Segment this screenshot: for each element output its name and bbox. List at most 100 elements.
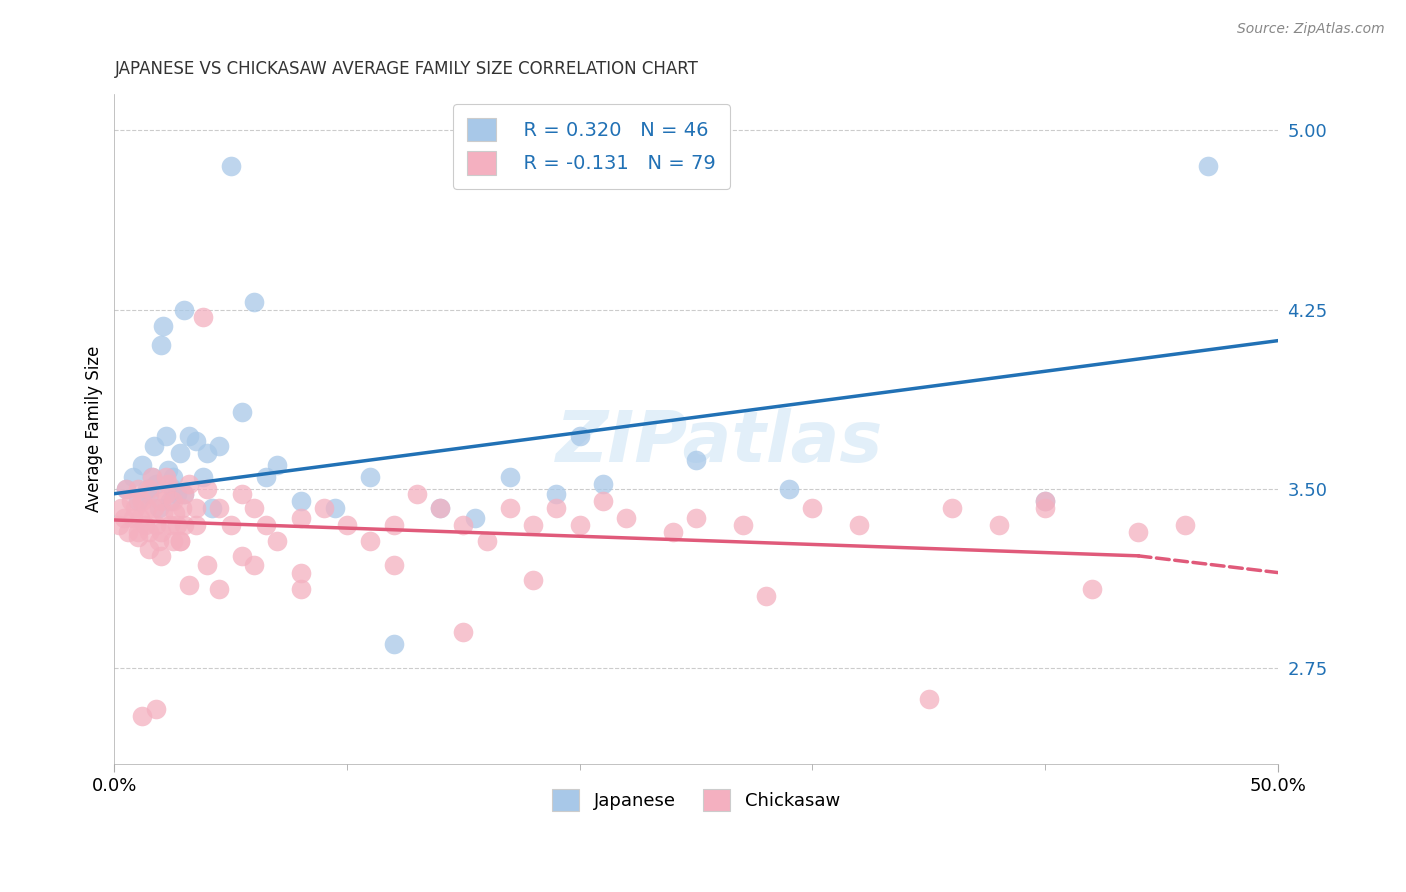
Point xyxy=(290,510,312,524)
Point xyxy=(156,477,179,491)
Point xyxy=(122,470,145,484)
Point xyxy=(143,439,166,453)
Point xyxy=(159,493,181,508)
Point xyxy=(115,482,138,496)
Point xyxy=(231,405,253,419)
Point xyxy=(208,501,231,516)
Point xyxy=(162,493,184,508)
Point xyxy=(173,517,195,532)
Point xyxy=(131,709,153,723)
Point xyxy=(145,517,167,532)
Point xyxy=(382,517,405,532)
Point xyxy=(231,486,253,500)
Point xyxy=(148,534,170,549)
Point xyxy=(918,692,941,706)
Point xyxy=(1080,582,1102,597)
Point xyxy=(184,517,207,532)
Legend: Japanese, Chickasaw: Japanese, Chickasaw xyxy=(541,778,851,822)
Point xyxy=(184,501,207,516)
Point xyxy=(522,517,544,532)
Point xyxy=(382,558,405,573)
Point xyxy=(173,486,195,500)
Point xyxy=(108,517,131,532)
Point xyxy=(499,470,522,484)
Point xyxy=(614,510,637,524)
Point xyxy=(152,506,174,520)
Point xyxy=(141,470,163,484)
Point xyxy=(124,501,146,516)
Point xyxy=(254,470,277,484)
Point xyxy=(941,501,963,516)
Point xyxy=(801,501,824,516)
Point xyxy=(122,510,145,524)
Point xyxy=(568,517,591,532)
Point xyxy=(166,486,188,500)
Point xyxy=(177,477,200,491)
Point xyxy=(778,482,800,496)
Text: ZIPatlas: ZIPatlas xyxy=(555,408,883,477)
Point xyxy=(1197,159,1219,173)
Point xyxy=(1033,501,1056,516)
Point xyxy=(155,429,177,443)
Point xyxy=(755,590,778,604)
Point xyxy=(127,493,149,508)
Point xyxy=(592,477,614,491)
Point xyxy=(110,501,132,516)
Point xyxy=(464,510,486,524)
Point xyxy=(169,446,191,460)
Point xyxy=(138,482,160,496)
Point xyxy=(312,501,335,516)
Point xyxy=(453,517,475,532)
Point xyxy=(429,501,451,516)
Point xyxy=(685,510,707,524)
Point xyxy=(145,702,167,716)
Point xyxy=(243,558,266,573)
Point xyxy=(117,524,139,539)
Point xyxy=(138,486,160,500)
Point xyxy=(429,501,451,516)
Point xyxy=(136,482,159,496)
Point xyxy=(359,470,381,484)
Point xyxy=(453,625,475,640)
Point xyxy=(169,534,191,549)
Point xyxy=(162,534,184,549)
Point xyxy=(138,541,160,556)
Y-axis label: Average Family Size: Average Family Size xyxy=(86,346,103,512)
Point xyxy=(120,493,142,508)
Point xyxy=(191,470,214,484)
Point xyxy=(475,534,498,549)
Point xyxy=(406,486,429,500)
Point xyxy=(546,486,568,500)
Point xyxy=(243,501,266,516)
Point xyxy=(170,501,193,516)
Point xyxy=(522,573,544,587)
Point xyxy=(1033,493,1056,508)
Point xyxy=(134,517,156,532)
Point xyxy=(336,517,359,532)
Point xyxy=(568,429,591,443)
Point xyxy=(127,482,149,496)
Point xyxy=(987,517,1010,532)
Text: Source: ZipAtlas.com: Source: ZipAtlas.com xyxy=(1237,22,1385,37)
Point xyxy=(127,524,149,539)
Point xyxy=(149,493,172,508)
Point xyxy=(184,434,207,448)
Point xyxy=(159,517,181,532)
Point xyxy=(162,482,184,496)
Point xyxy=(197,558,219,573)
Point xyxy=(177,577,200,591)
Point xyxy=(208,582,231,597)
Point xyxy=(173,302,195,317)
Point xyxy=(115,482,138,496)
Point xyxy=(1174,517,1197,532)
Point xyxy=(149,338,172,352)
Point xyxy=(848,517,870,532)
Point xyxy=(592,493,614,508)
Point xyxy=(173,486,195,500)
Point xyxy=(156,463,179,477)
Point xyxy=(685,453,707,467)
Point xyxy=(131,458,153,472)
Point xyxy=(219,159,242,173)
Point xyxy=(201,501,224,516)
Point xyxy=(112,510,135,524)
